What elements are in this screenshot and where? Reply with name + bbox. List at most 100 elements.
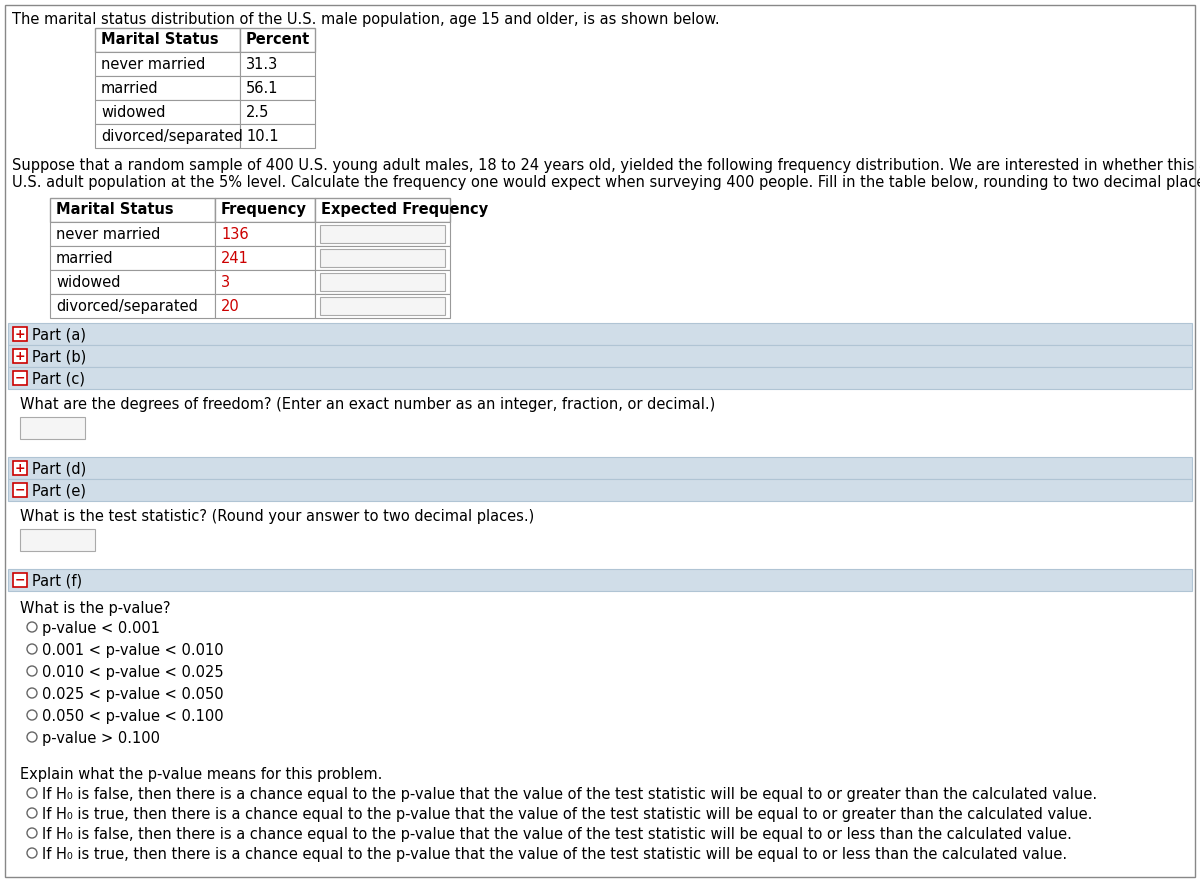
Bar bbox=[314, 198, 450, 222]
Circle shape bbox=[28, 732, 37, 742]
Text: Part (e): Part (e) bbox=[32, 483, 86, 498]
Text: 2.5: 2.5 bbox=[246, 105, 269, 120]
Text: 0.001 < p-value < 0.010: 0.001 < p-value < 0.010 bbox=[42, 643, 223, 658]
Text: If H₀ is true, then there is a chance equal to the p-value that the value of the: If H₀ is true, then there is a chance eq… bbox=[42, 807, 1092, 822]
Text: 0.010 < p-value < 0.025: 0.010 < p-value < 0.025 bbox=[42, 665, 223, 680]
Text: If H₀ is false, then there is a chance equal to the p-value that the value of th: If H₀ is false, then there is a chance e… bbox=[42, 827, 1072, 842]
Bar bbox=[95, 100, 240, 124]
Text: p-value > 0.100: p-value > 0.100 bbox=[42, 731, 160, 746]
Bar bbox=[13, 327, 28, 341]
Circle shape bbox=[28, 688, 37, 698]
Text: Part (b): Part (b) bbox=[32, 349, 86, 364]
Bar bbox=[314, 246, 450, 270]
Text: 20: 20 bbox=[221, 299, 240, 314]
Text: +: + bbox=[14, 328, 25, 341]
Circle shape bbox=[28, 644, 37, 654]
Bar bbox=[320, 225, 445, 243]
Bar bbox=[20, 417, 85, 439]
Bar bbox=[13, 483, 28, 497]
Bar bbox=[314, 270, 450, 294]
Bar bbox=[95, 28, 240, 52]
Text: Part (c): Part (c) bbox=[32, 371, 85, 386]
Text: p-value < 0.001: p-value < 0.001 bbox=[42, 621, 160, 636]
Text: Part (d): Part (d) bbox=[32, 461, 86, 476]
Text: 241: 241 bbox=[221, 251, 248, 266]
Text: divorced/separated: divorced/separated bbox=[101, 129, 242, 144]
Bar bbox=[13, 371, 28, 385]
Bar bbox=[240, 100, 314, 124]
Bar bbox=[215, 222, 314, 246]
Bar bbox=[240, 28, 314, 52]
Text: If H₀ is false, then there is a chance equal to the p-value that the value of th: If H₀ is false, then there is a chance e… bbox=[42, 787, 1097, 802]
Circle shape bbox=[28, 666, 37, 676]
Bar bbox=[215, 198, 314, 222]
Bar bbox=[320, 273, 445, 291]
Text: Explain what the p-value means for this problem.: Explain what the p-value means for this … bbox=[20, 767, 383, 782]
Text: widowed: widowed bbox=[101, 105, 166, 120]
Bar bbox=[8, 569, 1192, 591]
Bar bbox=[8, 345, 1192, 367]
Bar bbox=[320, 249, 445, 267]
Text: Percent: Percent bbox=[246, 32, 311, 47]
Text: 136: 136 bbox=[221, 227, 248, 242]
Text: Marital Status: Marital Status bbox=[56, 202, 174, 217]
Bar bbox=[13, 573, 28, 587]
Bar bbox=[95, 52, 240, 76]
Bar bbox=[95, 76, 240, 100]
Bar bbox=[314, 222, 450, 246]
Bar bbox=[95, 124, 240, 148]
Bar bbox=[240, 76, 314, 100]
Text: never married: never married bbox=[56, 227, 161, 242]
Text: 0.025 < p-value < 0.050: 0.025 < p-value < 0.050 bbox=[42, 687, 223, 702]
Text: +: + bbox=[14, 462, 25, 475]
Circle shape bbox=[28, 828, 37, 838]
Bar bbox=[240, 124, 314, 148]
Bar bbox=[50, 246, 215, 270]
Bar bbox=[215, 270, 314, 294]
Text: 31.3: 31.3 bbox=[246, 57, 278, 72]
Text: U.S. adult population at the 5% level. Calculate the frequency one would expect : U.S. adult population at the 5% level. C… bbox=[12, 175, 1200, 190]
Text: −: − bbox=[14, 484, 25, 497]
Text: never married: never married bbox=[101, 57, 205, 72]
Bar bbox=[240, 52, 314, 76]
Text: 10.1: 10.1 bbox=[246, 129, 278, 144]
Circle shape bbox=[28, 788, 37, 798]
Circle shape bbox=[28, 808, 37, 818]
Text: Suppose that a random sample of 400 U.S. young adult males, 18 to 24 years old, : Suppose that a random sample of 400 U.S.… bbox=[12, 158, 1200, 173]
Bar bbox=[320, 297, 445, 315]
Circle shape bbox=[28, 710, 37, 720]
Text: −: − bbox=[14, 372, 25, 385]
Text: 56.1: 56.1 bbox=[246, 81, 278, 96]
Text: Part (a): Part (a) bbox=[32, 327, 86, 342]
Text: What is the p-value?: What is the p-value? bbox=[20, 601, 170, 616]
Bar bbox=[314, 294, 450, 318]
Circle shape bbox=[28, 848, 37, 858]
Bar bbox=[50, 198, 215, 222]
Text: 0.050 < p-value < 0.100: 0.050 < p-value < 0.100 bbox=[42, 709, 223, 724]
Text: +: + bbox=[14, 350, 25, 363]
Bar bbox=[50, 270, 215, 294]
Text: widowed: widowed bbox=[56, 275, 120, 290]
Text: Marital Status: Marital Status bbox=[101, 32, 218, 47]
Text: −: − bbox=[14, 574, 25, 587]
Bar bbox=[8, 479, 1192, 501]
Text: The marital status distribution of the U.S. male population, age 15 and older, i: The marital status distribution of the U… bbox=[12, 12, 720, 27]
Bar bbox=[8, 323, 1192, 345]
Bar bbox=[13, 349, 28, 363]
Text: Expected Frequency: Expected Frequency bbox=[322, 202, 488, 217]
Text: Frequency: Frequency bbox=[221, 202, 307, 217]
Bar bbox=[50, 294, 215, 318]
Bar bbox=[50, 222, 215, 246]
Text: divorced/separated: divorced/separated bbox=[56, 299, 198, 314]
Bar bbox=[8, 457, 1192, 479]
Text: married: married bbox=[101, 81, 158, 96]
Bar bbox=[8, 367, 1192, 389]
Bar bbox=[215, 246, 314, 270]
Text: married: married bbox=[56, 251, 114, 266]
Bar bbox=[13, 461, 28, 475]
Text: If H₀ is true, then there is a chance equal to the p-value that the value of the: If H₀ is true, then there is a chance eq… bbox=[42, 847, 1067, 862]
Bar bbox=[20, 529, 95, 551]
Circle shape bbox=[28, 622, 37, 632]
Text: What is the test statistic? (Round your answer to two decimal places.): What is the test statistic? (Round your … bbox=[20, 509, 534, 524]
Text: 3: 3 bbox=[221, 275, 230, 290]
